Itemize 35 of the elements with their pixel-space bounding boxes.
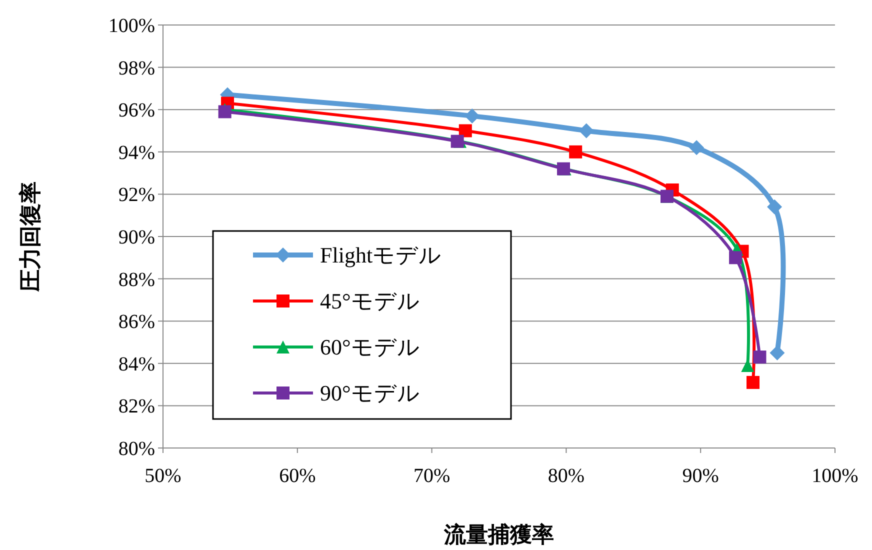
- legend-label: 90°モデル: [320, 380, 420, 406]
- point: [741, 359, 754, 372]
- legend-label: Flightモデル: [320, 242, 442, 268]
- point: [689, 140, 704, 156]
- legend-label: 45°モデル: [320, 288, 420, 314]
- y-tick-label: 98%: [118, 57, 155, 80]
- y-tick-label: 84%: [118, 353, 155, 376]
- y-tick-label: 92%: [118, 184, 155, 206]
- point: [578, 123, 594, 138]
- legend-label: 60°モデル: [320, 334, 420, 360]
- x-axis-title: 流量捕獲率: [443, 522, 554, 547]
- y-tick-label: 94%: [118, 142, 155, 164]
- point: [746, 376, 760, 389]
- x-tick-label: 90%: [682, 465, 719, 487]
- y-tick-label: 96%: [118, 100, 155, 122]
- point: [464, 108, 480, 124]
- point: [569, 145, 582, 158]
- y-tick-label: 90%: [118, 226, 155, 248]
- y-axis-title: 圧力回復率: [18, 182, 43, 292]
- x-tick-label: 70%: [413, 465, 450, 487]
- x-tick-label: 60%: [279, 465, 316, 487]
- y-tick-label: 80%: [118, 438, 155, 460]
- point: [729, 251, 742, 264]
- y-tick-label: 88%: [118, 268, 155, 291]
- x-tick-label: 80%: [548, 465, 585, 487]
- point: [753, 350, 766, 364]
- point: [767, 199, 782, 214]
- x-tick-label: 100%: [812, 465, 858, 487]
- y-tick-label: 100%: [108, 15, 155, 37]
- point: [458, 124, 472, 138]
- point: [450, 134, 464, 148]
- y-tick-label: 82%: [118, 396, 155, 418]
- point: [770, 345, 785, 360]
- y-tick-label: 86%: [118, 311, 155, 334]
- x-tick-label: 50%: [144, 465, 182, 487]
